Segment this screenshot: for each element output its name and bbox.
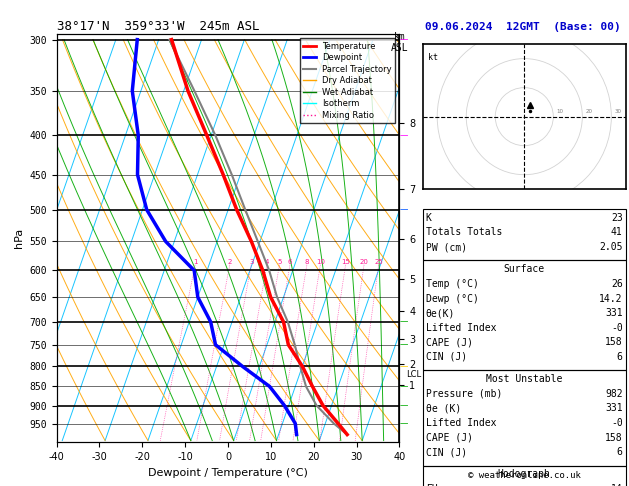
Text: Most Unstable: Most Unstable bbox=[486, 374, 562, 384]
Text: 30: 30 bbox=[615, 109, 621, 114]
Text: Hodograph: Hodograph bbox=[498, 469, 551, 480]
Text: —: — bbox=[399, 35, 408, 44]
Text: 6: 6 bbox=[617, 447, 623, 457]
Text: Temp (°C): Temp (°C) bbox=[426, 279, 479, 289]
Text: —: — bbox=[399, 382, 408, 391]
Text: 6: 6 bbox=[287, 259, 292, 265]
Text: 15: 15 bbox=[341, 259, 350, 265]
Text: kt: kt bbox=[428, 53, 438, 62]
Text: CAPE (J): CAPE (J) bbox=[426, 337, 473, 347]
Text: km
ASL: km ASL bbox=[391, 32, 408, 53]
Text: Lifted Index: Lifted Index bbox=[426, 418, 496, 428]
Text: 331: 331 bbox=[605, 403, 623, 414]
Text: 4: 4 bbox=[265, 259, 269, 265]
Text: 41: 41 bbox=[611, 227, 623, 238]
Text: 158: 158 bbox=[605, 337, 623, 347]
Text: 14.2: 14.2 bbox=[599, 294, 623, 304]
Text: Totals Totals: Totals Totals bbox=[426, 227, 502, 238]
Text: -0: -0 bbox=[611, 418, 623, 428]
Text: 158: 158 bbox=[605, 433, 623, 443]
Text: 10: 10 bbox=[316, 259, 325, 265]
Text: 38°17'N  359°33'W  245m ASL: 38°17'N 359°33'W 245m ASL bbox=[57, 20, 259, 33]
Text: —: — bbox=[399, 419, 408, 428]
Text: © weatheronline.co.uk: © weatheronline.co.uk bbox=[468, 471, 581, 480]
Text: —: — bbox=[399, 131, 408, 140]
Text: CAPE (J): CAPE (J) bbox=[426, 433, 473, 443]
Text: EH: EH bbox=[426, 484, 438, 486]
Text: 23: 23 bbox=[611, 213, 623, 223]
Text: 09.06.2024  12GMT  (Base: 00): 09.06.2024 12GMT (Base: 00) bbox=[425, 22, 620, 32]
Text: 20: 20 bbox=[585, 109, 593, 114]
Text: LCL: LCL bbox=[406, 370, 421, 379]
Text: 5: 5 bbox=[277, 259, 282, 265]
Text: —: — bbox=[399, 317, 408, 326]
Text: CIN (J): CIN (J) bbox=[426, 352, 467, 362]
Text: —: — bbox=[399, 401, 408, 410]
Text: 25: 25 bbox=[374, 259, 383, 265]
Text: Dewp (°C): Dewp (°C) bbox=[426, 294, 479, 304]
Text: —: — bbox=[399, 205, 408, 214]
Text: PW (cm): PW (cm) bbox=[426, 242, 467, 252]
Text: —: — bbox=[399, 362, 408, 371]
Text: 20: 20 bbox=[360, 259, 369, 265]
Text: 982: 982 bbox=[605, 389, 623, 399]
Text: 14: 14 bbox=[611, 484, 623, 486]
Text: 2.05: 2.05 bbox=[599, 242, 623, 252]
Text: θe(K): θe(K) bbox=[426, 308, 455, 318]
Legend: Temperature, Dewpoint, Parcel Trajectory, Dry Adiabat, Wet Adiabat, Isotherm, Mi: Temperature, Dewpoint, Parcel Trajectory… bbox=[300, 38, 395, 123]
X-axis label: Dewpoint / Temperature (°C): Dewpoint / Temperature (°C) bbox=[148, 468, 308, 478]
Text: 3: 3 bbox=[249, 259, 253, 265]
Text: 8: 8 bbox=[304, 259, 309, 265]
Text: —: — bbox=[399, 340, 408, 349]
Text: 26: 26 bbox=[611, 279, 623, 289]
Y-axis label: hPa: hPa bbox=[14, 228, 24, 248]
Text: Lifted Index: Lifted Index bbox=[426, 323, 496, 333]
Text: 2: 2 bbox=[228, 259, 232, 265]
Text: CIN (J): CIN (J) bbox=[426, 447, 467, 457]
Text: 1: 1 bbox=[193, 259, 198, 265]
Text: 6: 6 bbox=[617, 352, 623, 362]
Text: 331: 331 bbox=[605, 308, 623, 318]
Text: -0: -0 bbox=[611, 323, 623, 333]
Text: Pressure (mb): Pressure (mb) bbox=[426, 389, 502, 399]
Text: Surface: Surface bbox=[504, 264, 545, 275]
Text: θe (K): θe (K) bbox=[426, 403, 461, 414]
Text: K: K bbox=[426, 213, 431, 223]
Text: 10: 10 bbox=[556, 109, 563, 114]
